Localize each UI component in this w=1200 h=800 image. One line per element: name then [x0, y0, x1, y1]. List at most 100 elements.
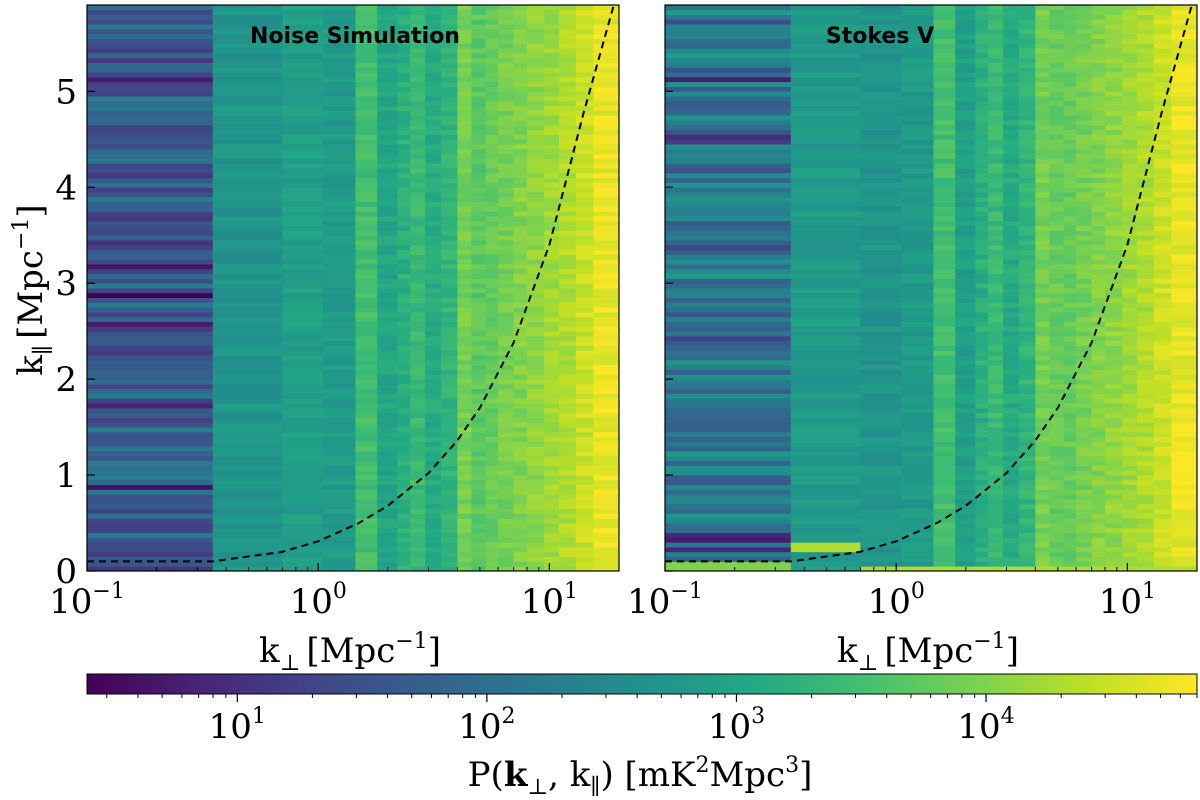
heatmap-cell	[665, 148, 792, 155]
heatmap-cell	[513, 196, 528, 203]
heatmap-cell	[1019, 345, 1036, 351]
heatmap-cell	[1019, 561, 1036, 567]
heatmap-cell	[544, 383, 560, 390]
heatmap-cell	[988, 340, 1004, 346]
heatmap-cell	[933, 206, 956, 212]
heatmap-cell	[1122, 455, 1138, 462]
heatmap-cell	[1019, 43, 1036, 49]
heatmap-cell	[665, 158, 792, 164]
heatmap-cell	[1091, 513, 1106, 519]
heatmap-cell	[790, 177, 861, 183]
heatmap-cell	[988, 542, 1004, 548]
heatmap-cell	[975, 225, 989, 231]
heatmap-cell	[1171, 383, 1198, 390]
heatmap-cell	[441, 513, 458, 519]
heatmap-cell	[471, 345, 487, 351]
heatmap-cell	[1076, 163, 1092, 169]
heatmap-cell	[955, 446, 976, 452]
heatmap-cell	[410, 81, 426, 87]
heatmap-cell	[323, 91, 356, 97]
heatmap-cell	[975, 230, 989, 236]
heatmap-cell	[457, 379, 472, 385]
heatmap-cell	[988, 201, 1004, 207]
heatmap-cell	[425, 67, 442, 73]
heatmap-cell	[1003, 316, 1020, 322]
heatmap-cell	[1153, 489, 1172, 495]
heatmap-cell	[575, 67, 594, 73]
heatmap-cell	[544, 326, 560, 332]
heatmap-cell	[87, 311, 214, 318]
heatmap-cell	[1105, 292, 1123, 298]
heatmap-cell	[485, 273, 499, 279]
heatmap-cell	[544, 407, 560, 414]
heatmap-cell	[513, 148, 528, 155]
heatmap-cell	[425, 115, 442, 121]
heatmap-cell	[282, 494, 324, 500]
heatmap-cell	[1003, 259, 1020, 265]
heatmap-cell	[1105, 120, 1123, 126]
heatmap-cell	[485, 230, 499, 236]
heatmap-cell	[1122, 115, 1138, 121]
heatmap-cell	[397, 163, 411, 169]
heatmap-cell	[1122, 398, 1138, 404]
heatmap-cell	[212, 240, 283, 246]
heatmap-cell	[933, 57, 956, 63]
heatmap-cell	[282, 115, 324, 121]
heatmap-cell	[1063, 62, 1077, 68]
heatmap-cell	[558, 446, 577, 452]
heatmap-cell	[1035, 345, 1050, 351]
heatmap-cell	[471, 268, 487, 275]
heatmap-cell	[355, 307, 378, 313]
heatmap-cell	[1153, 240, 1172, 246]
heatmap-cell	[1171, 153, 1198, 159]
heatmap-cell	[790, 441, 861, 447]
heatmap-cell	[1105, 398, 1123, 404]
heatmap-cell	[544, 62, 560, 68]
heatmap-cell	[901, 52, 934, 59]
heatmap-cell	[282, 105, 324, 111]
heatmap-cell	[933, 129, 956, 135]
heatmap-cell	[498, 139, 514, 145]
heatmap-cell	[323, 33, 356, 39]
heatmap-cell	[441, 393, 458, 399]
heatmap-cell	[1003, 537, 1020, 543]
heatmap-cell	[397, 278, 411, 284]
heatmap-cell	[457, 316, 472, 322]
heatmap-cell	[544, 412, 560, 418]
heatmap-cell	[1122, 216, 1138, 222]
heatmap-cell	[471, 129, 487, 135]
heatmap-cell	[1003, 503, 1020, 510]
heatmap-cell	[323, 403, 356, 409]
heatmap-cell	[1136, 412, 1155, 418]
heatmap-cell	[425, 9, 442, 15]
heatmap-cell	[975, 503, 989, 510]
heatmap-cell	[441, 527, 458, 534]
heatmap-cell	[544, 537, 560, 543]
heatmap-cell	[397, 470, 411, 476]
heatmap-cell	[988, 431, 1004, 438]
heatmap-cell	[1091, 148, 1106, 155]
heatmap-cell	[513, 350, 528, 356]
heatmap-cell	[665, 57, 792, 63]
heatmap-cell	[397, 335, 411, 342]
heatmap-cell	[457, 446, 472, 452]
heatmap-cell	[513, 264, 528, 270]
heatmap-cell	[425, 393, 442, 399]
heatmap-cell	[1019, 273, 1036, 279]
heatmap-cell	[441, 28, 458, 35]
heatmap-cell	[988, 398, 1004, 404]
heatmap-cell	[558, 335, 577, 342]
heatmap-cell	[485, 297, 499, 303]
heatmap-cell	[1003, 254, 1020, 260]
heatmap-cell	[441, 422, 458, 428]
heatmap-cell	[790, 240, 861, 246]
heatmap-cell	[410, 350, 426, 356]
heatmap-cell	[1019, 244, 1036, 251]
heatmap-cell	[544, 441, 560, 447]
heatmap-cell	[1063, 153, 1077, 159]
heatmap-cell	[1091, 297, 1106, 303]
heatmap-cell	[397, 326, 411, 332]
heatmap-cell	[1049, 374, 1065, 380]
heatmap-cell	[441, 230, 458, 236]
heatmap-cell	[471, 187, 487, 193]
